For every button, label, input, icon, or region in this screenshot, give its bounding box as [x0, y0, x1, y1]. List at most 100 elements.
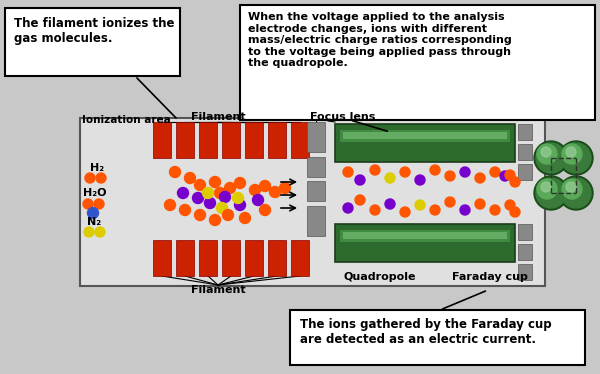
Circle shape: [559, 176, 593, 210]
Circle shape: [88, 208, 98, 218]
Circle shape: [233, 193, 244, 203]
Bar: [240, 5, 595, 120]
Circle shape: [224, 183, 235, 193]
Bar: [268, 122, 286, 158]
Bar: [5, 8, 180, 76]
Bar: [153, 240, 171, 276]
Text: Quadropole: Quadropole: [344, 272, 416, 282]
Circle shape: [500, 171, 510, 181]
Circle shape: [250, 184, 260, 196]
Circle shape: [193, 193, 203, 203]
Text: Focus lens: Focus lens: [310, 112, 376, 122]
Circle shape: [566, 182, 576, 192]
Circle shape: [475, 199, 485, 209]
Circle shape: [445, 197, 455, 207]
Circle shape: [94, 199, 104, 209]
Circle shape: [562, 179, 582, 199]
Bar: [518, 264, 532, 280]
Text: Filament: Filament: [191, 285, 245, 295]
Circle shape: [430, 205, 440, 215]
Circle shape: [562, 144, 582, 164]
Circle shape: [400, 167, 410, 177]
Circle shape: [343, 167, 353, 177]
Bar: [245, 240, 263, 276]
Bar: [518, 244, 532, 260]
Circle shape: [385, 199, 395, 209]
Circle shape: [217, 202, 227, 214]
Bar: [518, 224, 532, 240]
Bar: [307, 157, 325, 177]
Circle shape: [400, 207, 410, 217]
Circle shape: [370, 165, 380, 175]
Circle shape: [430, 165, 440, 175]
Bar: [335, 124, 515, 162]
Circle shape: [85, 173, 95, 183]
Bar: [335, 224, 515, 262]
Circle shape: [179, 205, 191, 215]
Text: Ionization area: Ionization area: [82, 115, 171, 125]
Text: When the voltage applied to the analysis
electrode changes, ions with different
: When the voltage applied to the analysis…: [248, 12, 512, 68]
Circle shape: [490, 205, 500, 215]
Bar: [80, 118, 545, 286]
Bar: [518, 144, 532, 160]
Circle shape: [534, 141, 568, 175]
Circle shape: [490, 167, 500, 177]
Circle shape: [385, 173, 395, 183]
Bar: [518, 124, 532, 140]
Bar: [199, 240, 217, 276]
Circle shape: [83, 199, 93, 209]
Circle shape: [415, 200, 425, 210]
Bar: [343, 232, 507, 239]
Circle shape: [505, 200, 515, 210]
Circle shape: [164, 199, 176, 211]
Circle shape: [269, 187, 281, 197]
Circle shape: [566, 147, 576, 157]
Circle shape: [561, 143, 591, 173]
Bar: [290, 310, 585, 365]
Circle shape: [415, 175, 425, 185]
Circle shape: [355, 195, 365, 205]
Circle shape: [215, 187, 226, 199]
Bar: [307, 206, 325, 236]
Circle shape: [505, 170, 515, 180]
Bar: [291, 122, 309, 158]
Circle shape: [203, 187, 214, 199]
Bar: [199, 122, 217, 158]
Text: N₂: N₂: [87, 217, 101, 227]
Bar: [340, 230, 510, 242]
Circle shape: [194, 209, 205, 221]
Circle shape: [370, 205, 380, 215]
Text: Faraday cup: Faraday cup: [452, 272, 528, 282]
Circle shape: [510, 207, 520, 217]
Bar: [291, 240, 309, 276]
Text: H₂O: H₂O: [83, 188, 107, 198]
Circle shape: [260, 181, 271, 191]
Circle shape: [460, 167, 470, 177]
Bar: [245, 122, 263, 158]
Circle shape: [534, 176, 568, 210]
Bar: [307, 122, 325, 152]
Circle shape: [209, 215, 221, 226]
Circle shape: [355, 175, 365, 185]
Circle shape: [561, 178, 591, 208]
Circle shape: [537, 179, 557, 199]
Circle shape: [445, 171, 455, 181]
Circle shape: [239, 212, 251, 224]
Bar: [176, 122, 194, 158]
Circle shape: [205, 197, 215, 208]
Circle shape: [280, 183, 290, 193]
Circle shape: [559, 141, 593, 175]
Circle shape: [185, 172, 196, 184]
Circle shape: [536, 178, 566, 208]
Circle shape: [84, 227, 94, 237]
Text: H₂: H₂: [90, 163, 104, 173]
Circle shape: [253, 194, 263, 205]
Bar: [307, 181, 325, 201]
Bar: [153, 122, 171, 158]
Circle shape: [510, 177, 520, 187]
Circle shape: [343, 203, 353, 213]
Circle shape: [235, 178, 245, 188]
Circle shape: [220, 191, 230, 202]
Text: The ions gathered by the Faraday cup
are detected as an electric current.: The ions gathered by the Faraday cup are…: [300, 318, 551, 346]
Text: The filament ionizes the
gas molecules.: The filament ionizes the gas molecules.: [14, 17, 175, 45]
